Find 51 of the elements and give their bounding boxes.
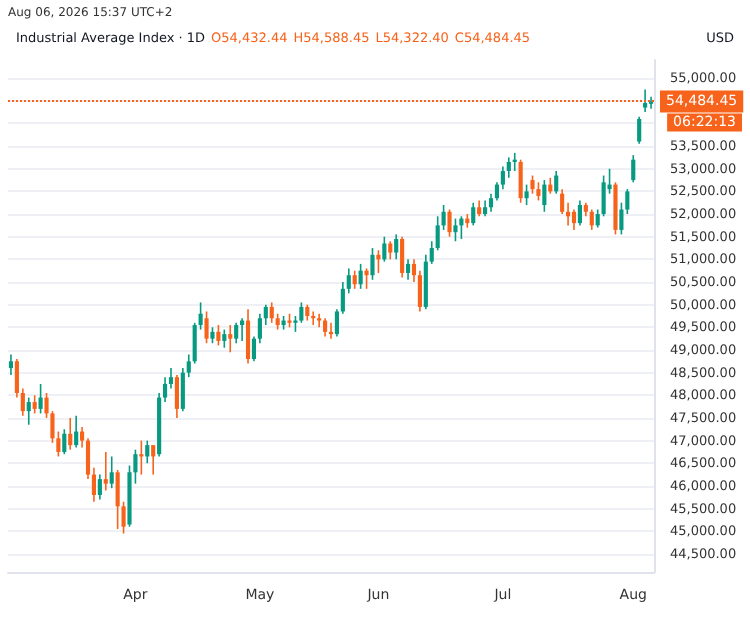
candlestick xyxy=(115,469,120,530)
candlestick xyxy=(518,158,523,204)
candlestick xyxy=(103,451,108,492)
candlestick xyxy=(269,301,274,324)
candlestick xyxy=(589,208,594,231)
candlestick xyxy=(554,170,559,195)
candlestick xyxy=(370,247,375,281)
candlestick xyxy=(74,414,79,449)
candlestick xyxy=(524,183,529,206)
candlestick xyxy=(234,322,239,344)
candlestick xyxy=(245,308,251,365)
candlestick xyxy=(109,455,114,489)
candlestick xyxy=(648,95,654,110)
candlestick xyxy=(394,233,399,261)
candlestick xyxy=(542,179,547,213)
candlestick xyxy=(68,417,73,451)
candlestick xyxy=(643,88,648,113)
candlestick xyxy=(358,263,363,290)
candlestick xyxy=(536,181,541,202)
candlestick xyxy=(174,374,179,419)
candlestick xyxy=(151,444,156,476)
candlestick xyxy=(8,353,14,376)
candlestick xyxy=(447,208,452,238)
candlestick xyxy=(577,199,582,227)
candlestick xyxy=(204,310,209,344)
candlestick xyxy=(471,201,476,227)
candlestick xyxy=(228,324,233,354)
candlestick xyxy=(145,439,150,465)
candlestick xyxy=(216,324,221,347)
candlestick xyxy=(352,269,357,290)
candlestick xyxy=(317,312,322,329)
candlestick xyxy=(637,115,642,145)
candlestick xyxy=(382,235,387,263)
candlestick xyxy=(62,428,67,455)
candlestick xyxy=(400,235,405,279)
candlestick xyxy=(453,217,458,243)
candlestick xyxy=(323,317,328,338)
candlestick xyxy=(388,240,393,261)
candlestick xyxy=(530,174,535,195)
candlestick xyxy=(32,394,37,415)
candlestick xyxy=(601,174,606,218)
candlestick xyxy=(405,258,411,281)
candlestick xyxy=(571,208,577,231)
candlestick xyxy=(97,473,102,501)
candlestick xyxy=(38,383,43,415)
candlestick xyxy=(222,328,227,349)
candlestick xyxy=(26,396,31,426)
candlestick xyxy=(299,301,304,324)
candlestick xyxy=(613,181,618,236)
candlestick xyxy=(364,267,369,290)
candlestick xyxy=(631,154,636,184)
